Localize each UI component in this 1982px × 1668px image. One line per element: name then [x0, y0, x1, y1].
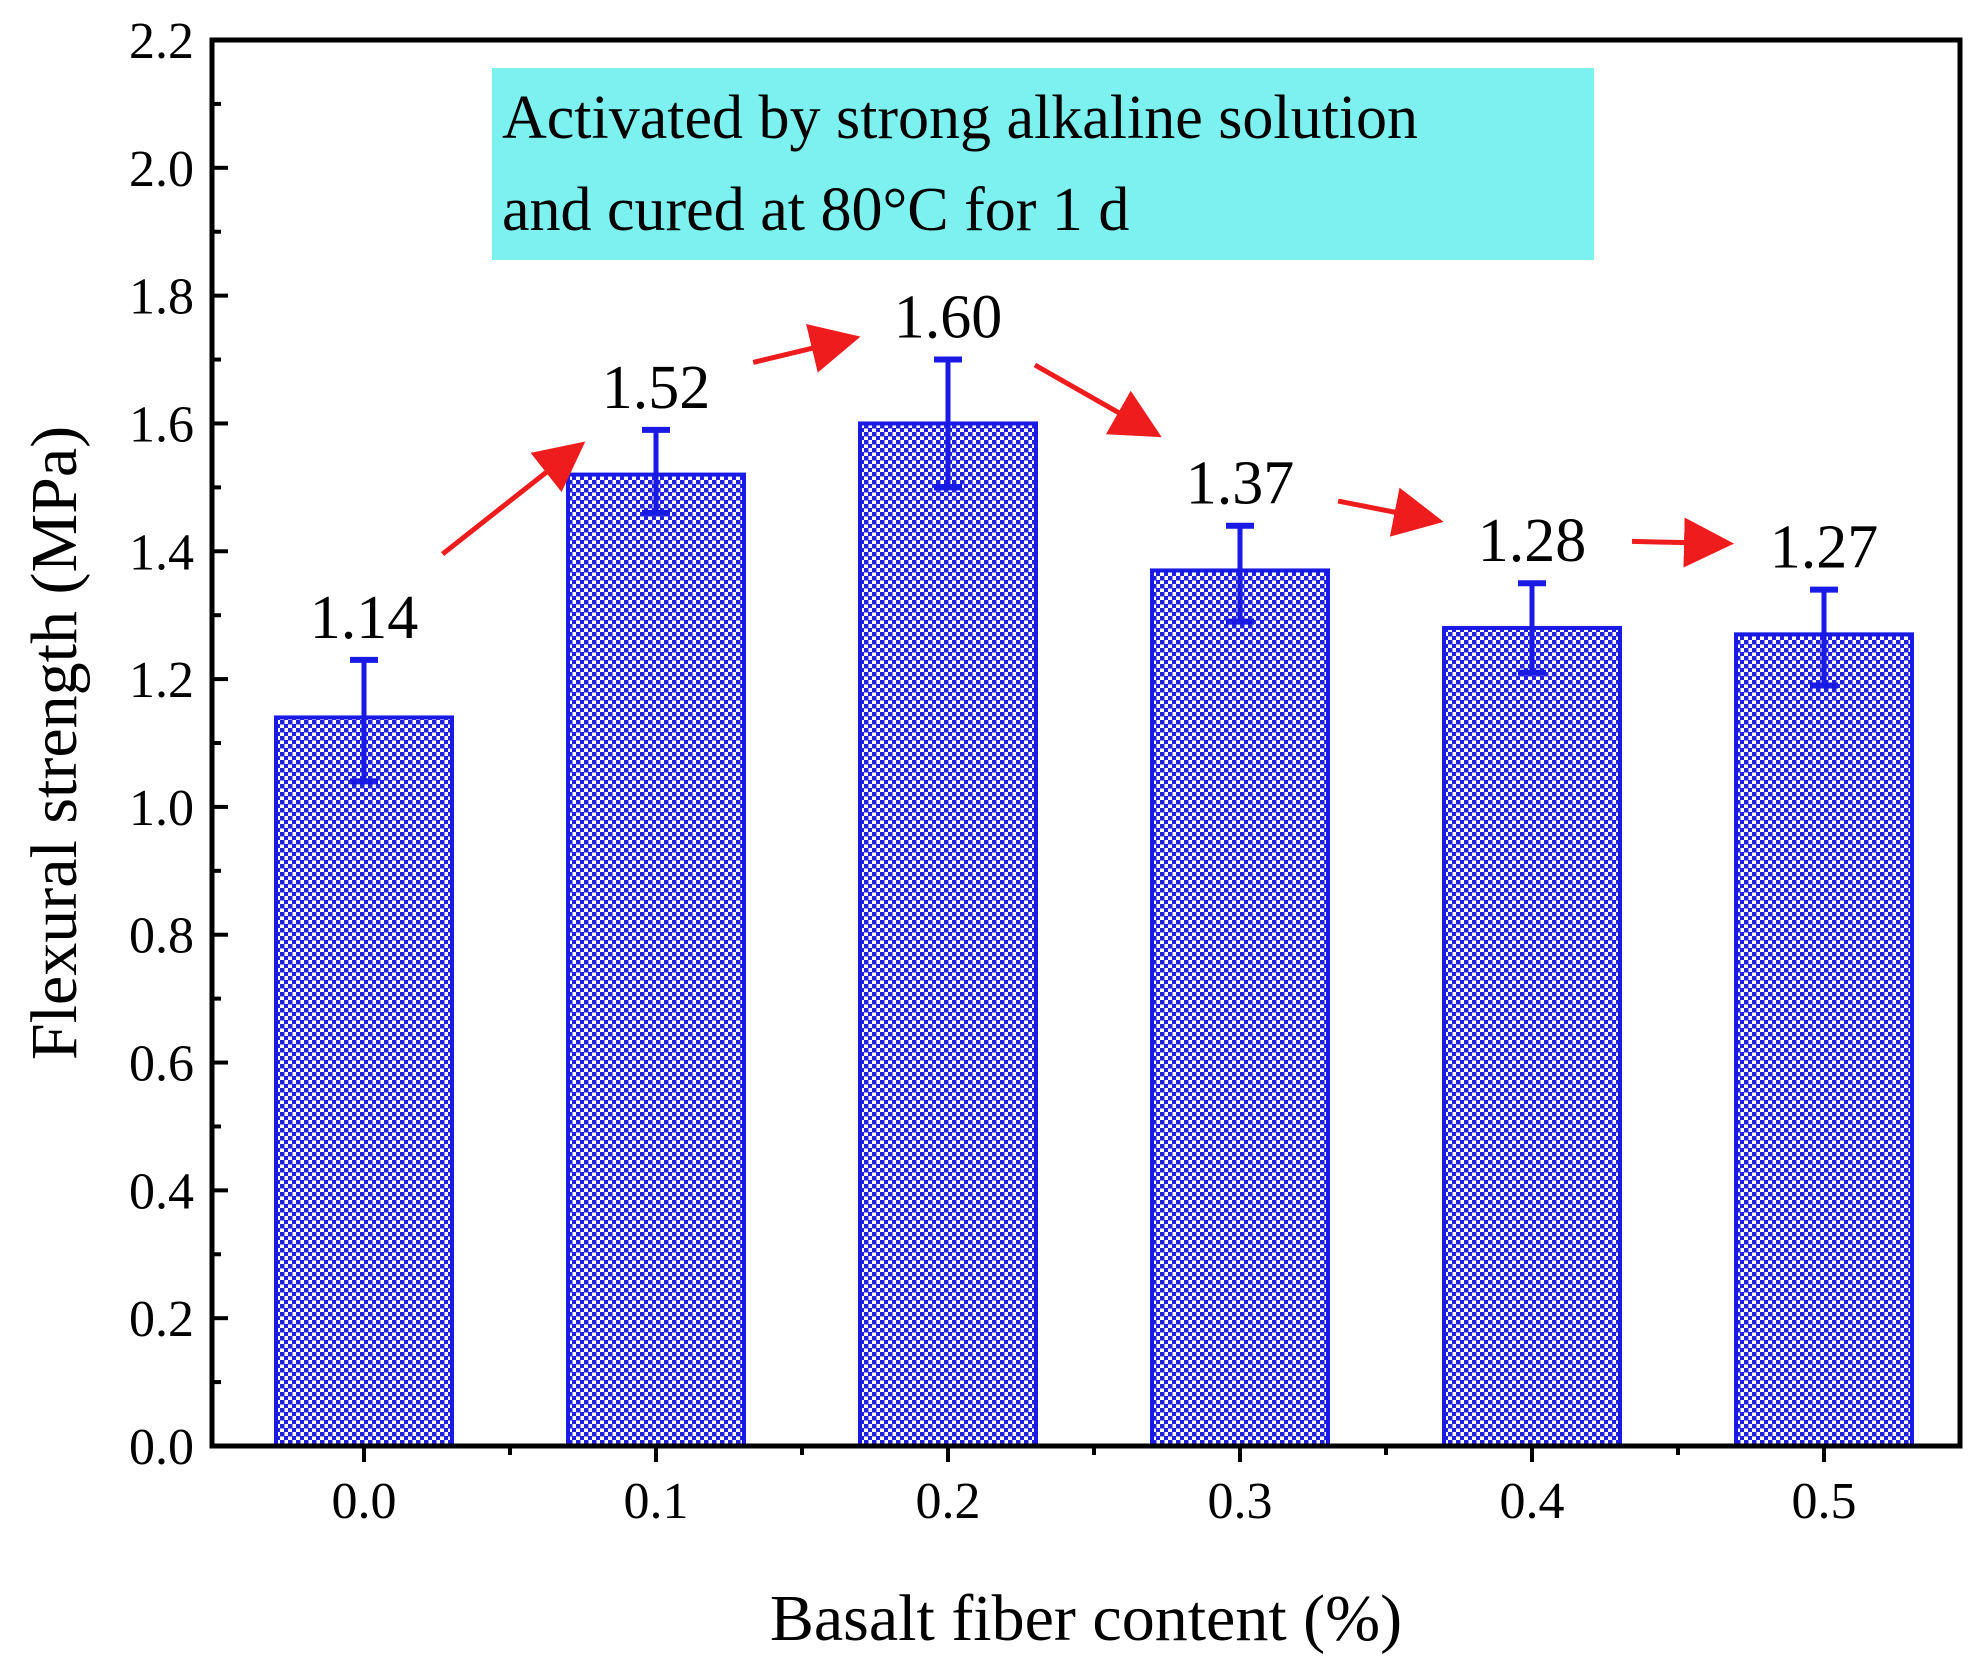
trend-arrow-4 [1337, 487, 1444, 537]
y-tick-label-0.6: 0.6 [129, 1036, 194, 1093]
y-tick-label-0.2: 0.2 [129, 1291, 194, 1348]
y-tick-label-1.4: 1.4 [129, 524, 194, 581]
error-bar-0.1 [642, 426, 670, 516]
x-tick-label-0.2: 0.2 [916, 1473, 981, 1530]
y-tick-label-0.4: 0.4 [129, 1163, 194, 1220]
x-tick-label-0.3: 0.3 [1208, 1473, 1273, 1530]
x-tick-label-0.1: 0.1 [624, 1473, 689, 1530]
bar-0.3 [1150, 568, 1330, 1448]
y-tick-label-1.6: 1.6 [129, 396, 194, 453]
annotation-line-2: and cured at 80°C for 1 d [502, 176, 1129, 244]
y-tick-label-0.8: 0.8 [129, 908, 194, 965]
y-tick-label-2.0: 2.0 [129, 141, 194, 198]
value-label-0.1: 1.52 [602, 354, 711, 422]
x-tick-label-0.4: 0.4 [1500, 1473, 1565, 1530]
annotation-box: Activated by strong alkaline solution an… [492, 68, 1594, 260]
annotation-line-1: Activated by strong alkaline solution [502, 84, 1418, 152]
value-label-0.5: 1.27 [1770, 514, 1879, 582]
error-bar-0.2 [934, 356, 962, 491]
trend-arrow-3 [1033, 362, 1162, 438]
plot-frame [209, 37, 1963, 1449]
error-bar-0.0 [350, 656, 378, 785]
error-bar-0.4 [1518, 580, 1546, 676]
error-bar-0.3 [1226, 522, 1254, 625]
y-tick-label-0.0: 0.0 [129, 1419, 194, 1476]
trend-arrow-2 [752, 324, 861, 373]
value-label-0.4: 1.28 [1478, 507, 1587, 575]
y-tick-label-1.0: 1.0 [129, 780, 194, 837]
trend-arrow-5 [1631, 517, 1735, 568]
value-label-0.0: 1.14 [310, 584, 419, 652]
y-axis-label: Flexural strength (MPa) [18, 426, 91, 1060]
y-tick-label-2.2: 2.2 [129, 13, 194, 70]
bar-0.1 [566, 472, 746, 1448]
value-label-0.3: 1.37 [1186, 450, 1295, 518]
error-bar-0.5 [1810, 586, 1838, 689]
y-tick-label-1.2: 1.2 [129, 652, 194, 709]
bar-0.4 [1442, 625, 1622, 1448]
x-tick-label-0.0: 0.0 [332, 1473, 397, 1530]
x-tick-label-0.5: 0.5 [1792, 1473, 1857, 1530]
value-label-0.2: 1.60 [894, 284, 1003, 352]
trend-arrow-1 [441, 441, 586, 556]
bar-0.2 [858, 421, 1038, 1449]
bar-0.0 [274, 715, 454, 1448]
x-axis-label: Basalt fiber content (%) [770, 1582, 1402, 1655]
bar-0.5 [1734, 632, 1914, 1448]
y-tick-label-1.8: 1.8 [129, 269, 194, 326]
